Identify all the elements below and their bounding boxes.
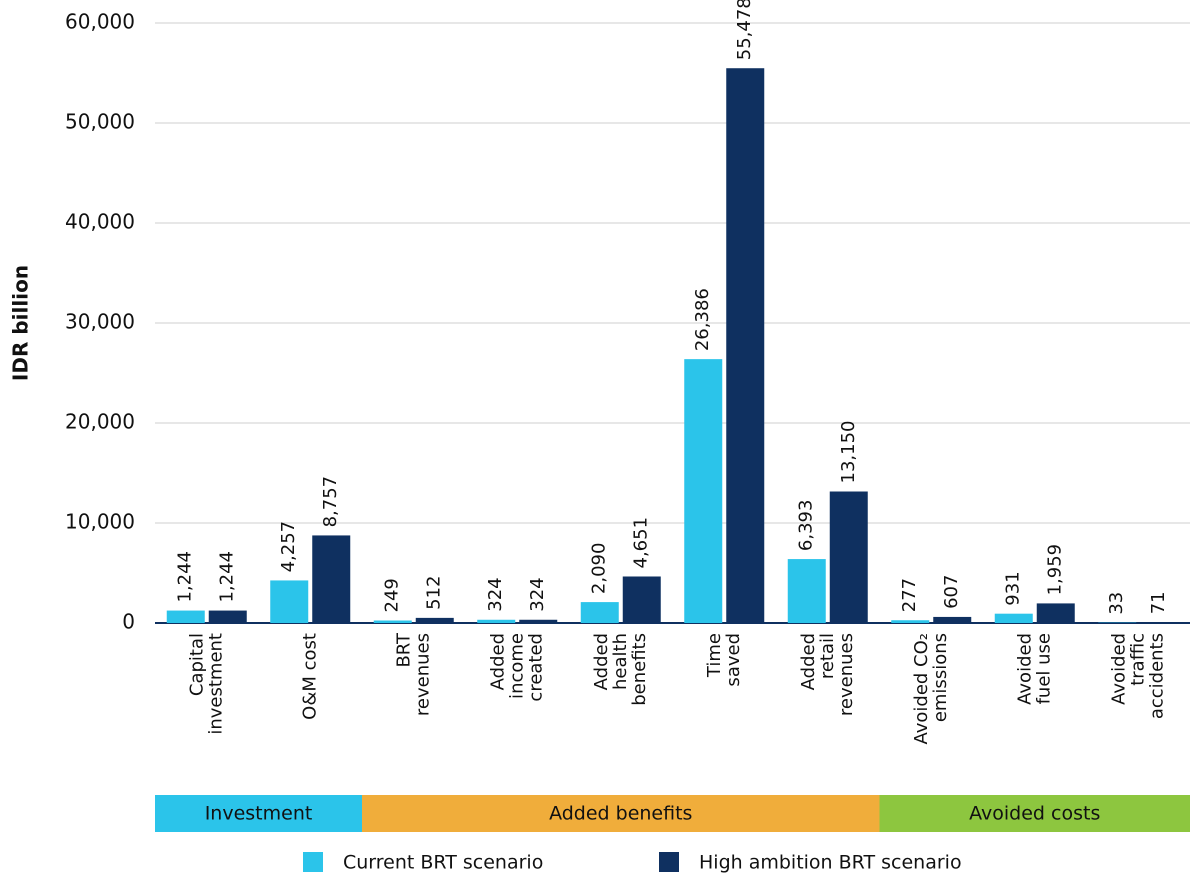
x-tick-label: accidents (1146, 633, 1167, 719)
bar (1140, 622, 1179, 623)
y-tick-label: 10,000 (65, 510, 135, 534)
bar (580, 602, 619, 623)
bar (994, 613, 1033, 623)
value-label: 4,651 (631, 517, 652, 569)
value-label: 249 (382, 578, 403, 612)
value-label: 4,257 (278, 521, 299, 573)
bar (829, 491, 868, 623)
bar (270, 580, 309, 623)
value-label: 71 (1148, 591, 1169, 614)
value-label: 324 (527, 577, 548, 611)
value-label: 931 (1003, 571, 1024, 605)
group-label: Avoided costs (969, 803, 1100, 825)
bar (415, 617, 454, 623)
y-tick-label: 40,000 (65, 210, 135, 234)
x-tick-label: Time (704, 633, 725, 678)
group-band (879, 795, 1190, 832)
y-tick-label: 60,000 (65, 10, 135, 34)
value-label: 8,757 (320, 476, 341, 528)
x-tick-label: Added (798, 633, 819, 690)
x-tick-label: Avoided (1108, 633, 1129, 705)
bar (622, 576, 661, 623)
x-tick-label: BRT (393, 632, 414, 668)
x-tick-label: Added (487, 633, 508, 690)
value-label: 2,090 (589, 543, 610, 595)
group-band (155, 795, 362, 832)
bar (477, 619, 516, 623)
bar (208, 610, 247, 623)
value-label: 26,386 (692, 288, 713, 351)
value-label: 13,150 (838, 421, 859, 484)
bar (684, 359, 723, 623)
x-tick-label: Avoided (1014, 633, 1035, 705)
x-tick-label: revenues (836, 633, 857, 716)
value-label: 1,244 (217, 551, 238, 603)
legend-label: High ambition BRT scenario (699, 852, 962, 874)
x-tick-label: saved (723, 633, 744, 687)
legend-swatch (659, 852, 679, 872)
value-label: 277 (899, 578, 920, 612)
bar (373, 620, 412, 623)
y-tick-label: 30,000 (65, 310, 135, 334)
y-tick-label: 50,000 (65, 110, 135, 134)
x-tick-label: Capital (186, 633, 207, 696)
value-label: 1,959 (1045, 544, 1066, 596)
x-tick-label: traffic (1127, 633, 1148, 686)
group-label: Investment (205, 803, 313, 825)
x-tick-label: fuel use (1033, 633, 1054, 704)
value-label: 1,244 (175, 551, 196, 603)
bar (519, 619, 558, 623)
x-tick-label: investment (205, 633, 226, 735)
legend-label: Current BRT scenario (343, 852, 543, 874)
y-tick-label: 20,000 (65, 410, 135, 434)
x-tick-label: health (610, 633, 631, 690)
y-axis-title: IDR billion (9, 265, 33, 381)
bar (787, 559, 826, 623)
bar (312, 535, 351, 623)
group-band (362, 795, 880, 832)
group-label: Added benefits (549, 803, 692, 825)
value-label: 324 (485, 577, 506, 611)
x-tick-label: revenues (412, 633, 433, 716)
x-tick-label: benefits (629, 633, 650, 706)
value-label: 55,478 (734, 0, 755, 60)
legend-swatch (303, 852, 323, 872)
y-tick-label: 0 (122, 610, 135, 634)
x-tick-label: O&M cost (299, 633, 320, 720)
bar (1036, 603, 1075, 623)
x-tick-label: retail (817, 633, 838, 679)
value-label: 512 (424, 576, 445, 610)
value-label: 33 (1106, 592, 1127, 615)
bar (933, 616, 972, 623)
x-tick-label: Added (591, 633, 612, 690)
x-tick-label: income (506, 633, 527, 699)
x-tick-label: Avoided CO₂ (911, 633, 932, 745)
bar (166, 610, 205, 623)
x-tick-label: emissions (930, 633, 951, 722)
bar (891, 620, 930, 623)
value-label: 607 (941, 575, 962, 609)
x-tick-label: created (525, 633, 546, 702)
bar (726, 68, 765, 624)
value-label: 6,393 (796, 500, 817, 552)
